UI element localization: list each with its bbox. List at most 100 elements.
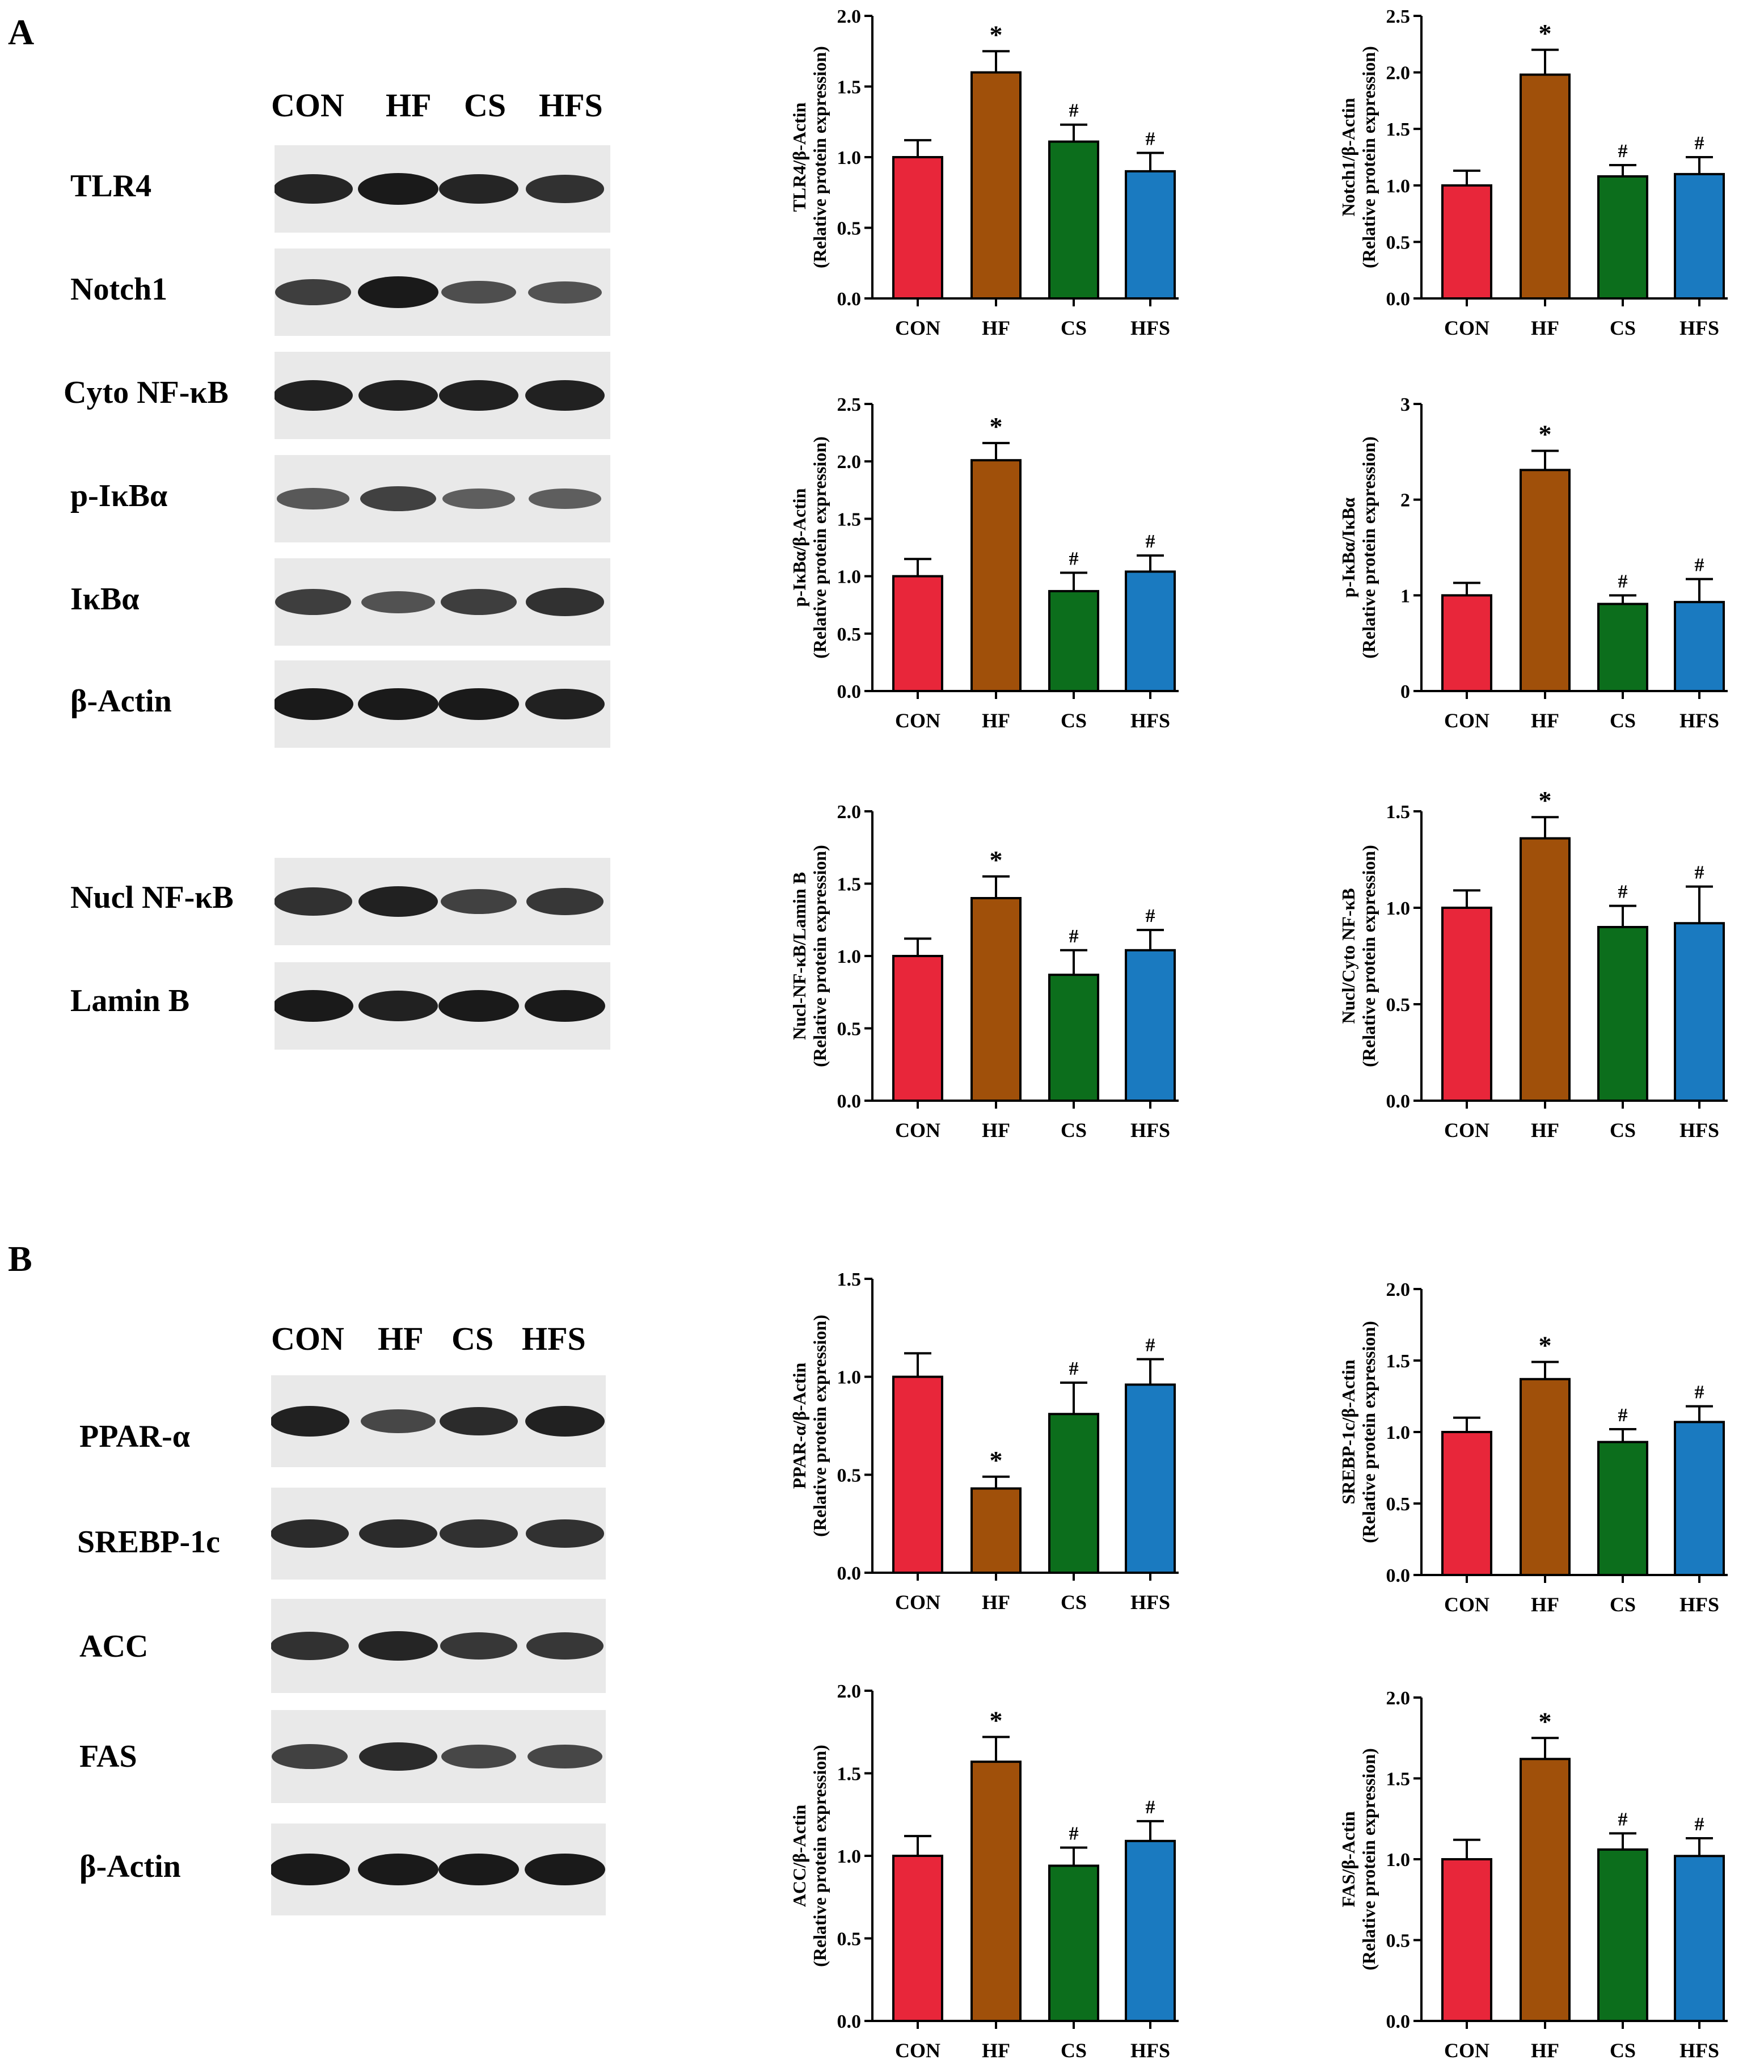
a-blot-strip: [275, 145, 610, 233]
y-axis-label: Nucl-NF-κB/Lamin B: [789, 872, 809, 1040]
y-axis-label-sub: (Relative protein expression): [1358, 845, 1379, 1067]
significance-mark: *: [1539, 1331, 1552, 1360]
a-band: [275, 174, 353, 204]
x-tick-label: CS: [1610, 2039, 1636, 2062]
lane-label-con-b: CON: [271, 1320, 344, 1357]
x-tick-label: HFS: [1130, 1591, 1170, 1614]
a-band: [358, 688, 438, 720]
significance-mark: #: [1618, 882, 1628, 903]
x-tick-label: CS: [1610, 317, 1636, 339]
lane-label-con: CON: [271, 87, 344, 124]
a-blot-strip: [275, 660, 610, 748]
b-blot-strip: [271, 1710, 606, 1803]
y-tick-label: 2.5: [1386, 6, 1411, 27]
significance-mark: #: [1069, 100, 1079, 121]
bar-cs: [1048, 1413, 1099, 1574]
bar-chart: 0.0 0.5 1.0 1.5 2.0 CON * HF # CS # HFS FAS/β-Actin(…: [1338, 1688, 1728, 2062]
bar-hfs: [1125, 1839, 1176, 2022]
x-tick-label: CS: [1610, 1119, 1636, 1142]
lane-label-cs: CS: [464, 87, 507, 124]
significance-mark: *: [1539, 786, 1552, 815]
y-tick-label: 1.0: [837, 1846, 862, 1867]
b-band: [271, 1519, 349, 1548]
x-tick-label: HF: [1531, 2039, 1559, 2062]
lane-label-hf: HF: [386, 87, 432, 124]
chart-plot: 0 1 2 3 CON * HF # CS # HFS p-IκBα/IκBα (Relative pr…: [1338, 394, 1728, 732]
b-band: [441, 1744, 517, 1769]
lane-label-hf-b: HF: [378, 1320, 424, 1357]
y-tick-label: 2.0: [1386, 63, 1411, 84]
x-tick-label: CS: [1061, 317, 1087, 339]
bar-con: [892, 955, 943, 1102]
y-axis-label-sub: (Relative protein expression): [809, 845, 830, 1067]
bar-hfs: [1674, 172, 1725, 300]
chart-plot: 0.0 0.5 1.0 1.5 2.0 CON * HF # CS # HFS FAS/β-Actin(…: [1338, 1688, 1728, 2062]
b-band: [358, 1742, 438, 1771]
y-tick-label: 0.0: [1386, 289, 1411, 310]
blot-label-acc: ACC: [79, 1629, 149, 1664]
bar-hf: [970, 459, 1022, 693]
significance-mark: #: [1618, 1809, 1628, 1830]
a-band: [275, 887, 352, 916]
x-tick-label: CS: [1610, 1593, 1636, 1616]
b-band: [271, 1632, 349, 1660]
y-tick-label: 2.0: [837, 452, 862, 473]
x-tick-label: HFS: [1130, 1119, 1170, 1142]
y-tick-label: 0.0: [1386, 2011, 1411, 2032]
y-tick-label: 0.0: [1386, 1565, 1411, 1586]
a-band: [361, 591, 435, 613]
chart-plot: 0.0 0.5 1.0 1.5 2.0 CON * HF # CS # HFS Nucl-NF-κB/L…: [789, 802, 1179, 1142]
a-band: [438, 688, 519, 720]
b-band: [358, 1854, 438, 1885]
x-tick-label: CON: [895, 2039, 940, 2062]
a-band: [360, 486, 436, 512]
bar-chart: 0.0 0.5 1.0 1.5 2.0 CON * HF # CS # HFS ACC/β-Actin(…: [789, 1681, 1179, 2062]
x-tick-label: HF: [1531, 317, 1559, 339]
blot-label-fas: FAS: [79, 1739, 137, 1774]
blot-label-nucl-nfkb: Nucl NF-κB: [70, 880, 234, 915]
y-axis-label: Nucl/Cyto NF-κB: [1338, 888, 1358, 1024]
x-tick-label: HFS: [1679, 1119, 1719, 1142]
y-tick-label: 2.0: [1386, 1688, 1411, 1709]
y-tick-label: 1.0: [1386, 176, 1411, 197]
y-tick-label: 1.5: [837, 509, 862, 530]
y-tick-label: 0.0: [837, 1563, 862, 1584]
a-band: [528, 281, 602, 304]
y-axis-label: p-IκBα/β-Actin: [789, 488, 809, 607]
y-tick-label: 1.0: [1386, 1422, 1411, 1443]
chart-plot: 0.0 0.5 1.0 1.5 CON * HF # CS # HFS Nucl/Cyto NF-κB…: [1338, 786, 1728, 1142]
bar-hf: [970, 1487, 1022, 1574]
chart-plot: 0.0 0.5 1.0 1.5 2.0 CON * HF # CS # HFS TLR4/β-Actin…: [789, 6, 1179, 339]
y-tick-label: 2.5: [837, 394, 862, 415]
significance-mark: #: [1695, 862, 1704, 883]
x-tick-label: CON: [895, 317, 940, 339]
blot-label-lamin-b: Lamin B: [70, 983, 190, 1018]
y-axis-label: ACC/β-Actin: [789, 1805, 809, 1907]
a-band: [275, 589, 352, 615]
significance-mark: *: [990, 1446, 1003, 1475]
lane-label-hfs: HFS: [539, 87, 603, 124]
y-tick-label: 1.5: [837, 1764, 862, 1785]
chart-plot: 0.0 0.5 1.0 1.5 2.0 CON * HF # CS # HFS SREBP-1c/β-A…: [1338, 1279, 1728, 1616]
bar-con: [1441, 594, 1492, 693]
y-axis-label-sub: (Relative protein expression): [809, 1745, 830, 1967]
x-tick-label: HFS: [1679, 1593, 1719, 1616]
bar-con: [892, 575, 943, 692]
x-tick-label: CS: [1610, 709, 1636, 732]
blot-label-beta-actin-a: β-Actin: [70, 684, 172, 719]
a-blot-strip: [275, 962, 610, 1050]
b-band: [271, 1405, 350, 1437]
bar-chart: 0.0 0.5 1.0 1.5 2.0 2.5 CON * HF # CS # HFS Notch1/β-…: [1338, 6, 1728, 339]
x-tick-label: HF: [1531, 709, 1559, 732]
y-tick-label: 2: [1400, 490, 1410, 511]
y-tick-label: 1.0: [837, 946, 862, 967]
y-tick-label: 0.5: [837, 1465, 862, 1486]
x-tick-label: CON: [895, 1119, 940, 1142]
a-band: [525, 380, 605, 411]
significance-mark: *: [1539, 420, 1552, 449]
x-tick-label: HF: [982, 1591, 1010, 1614]
blot-label-beta-actin-b: β-Actin: [79, 1849, 181, 1884]
y-axis-label: FAS/β-Actin: [1338, 1811, 1358, 1907]
bar-con: [1441, 1858, 1492, 2022]
bar-cs: [1048, 1864, 1099, 2022]
